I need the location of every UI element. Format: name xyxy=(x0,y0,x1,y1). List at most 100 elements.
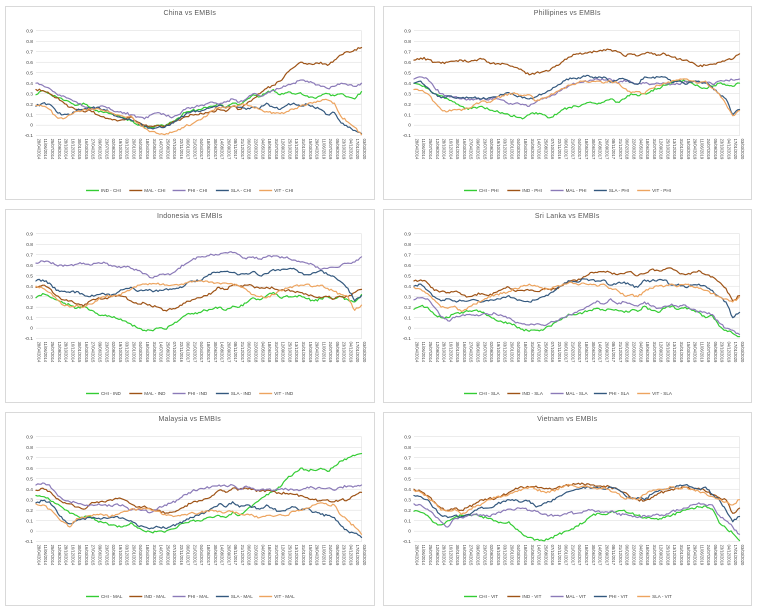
x-tick-label: 08/11/2017 xyxy=(233,545,238,566)
x-tick-label: 30/06/2017 xyxy=(213,545,218,566)
x-tick-label: 29/04/2019 xyxy=(692,139,697,160)
x-tick-label: 11/06/2019 xyxy=(699,545,704,566)
x-tick-label: 25/07/2014 xyxy=(50,545,55,566)
x-tick-label: 13/12/2018 xyxy=(672,342,677,363)
chart-title: Malaysia vs EMBIs xyxy=(158,416,222,423)
legend-item: IND - MAL xyxy=(129,594,166,599)
x-tick-label: 16/03/2015 xyxy=(461,139,466,160)
legend-item: SLA - IND xyxy=(215,391,252,396)
y-tick-label: 0.6 xyxy=(404,263,411,269)
x-tick-label: 22/03/2018 xyxy=(631,342,636,363)
x-tick-label: 07/10/2016 xyxy=(172,545,177,566)
x-tick-label: 12/09/2018 xyxy=(658,139,663,160)
x-tick-label: 04/03/2016 xyxy=(138,139,143,160)
series-line-mal-vit xyxy=(412,502,740,535)
y-tick-label: 0.6 xyxy=(26,466,33,472)
legend-item: VIT - IND xyxy=(259,391,294,396)
x-tick-label: 25/08/2016 xyxy=(165,139,170,160)
x-tick-label: 16/12/2014 xyxy=(70,342,75,363)
x-tick-label: 25/08/2016 xyxy=(165,545,170,566)
legend-item: CHI - VIT xyxy=(463,594,498,599)
x-tick-label: 18/05/2017 xyxy=(584,342,589,363)
x-tick-label: 30/06/2017 xyxy=(590,545,595,566)
series-line-phi-chi xyxy=(35,79,363,120)
x-tick-label: 14/07/2016 xyxy=(159,342,164,363)
y-axis-labels: 0.9 0.8 0.7 0.6 0.5 0.4 0.3 0.2 0.1 0 -0.1 xyxy=(25,434,34,545)
y-tick-label: 0.4 xyxy=(26,81,33,87)
legend-label: CHI - PHI xyxy=(478,188,498,193)
x-tick-label: 30/01/2015 xyxy=(77,545,82,566)
chart-vietnam-vs-embis: Vietnam vs EMBIs 0.9 0.8 0.7 0.6 0.5 0.4 0.3 0.… xyxy=(382,412,752,606)
y-tick-label: 0.7 xyxy=(404,252,411,258)
x-tick-label: 09/06/2015 xyxy=(475,342,480,363)
x-tick-label: 06/01/2017 xyxy=(563,139,568,160)
legend-label: VIT - SLA xyxy=(652,391,673,396)
x-tick-label: 06/01/2017 xyxy=(186,545,191,566)
x-tick-label: 14/07/2016 xyxy=(536,139,541,160)
x-tick-label: 09/06/2015 xyxy=(475,139,480,160)
x-tick-label: 06/02/2018 xyxy=(247,342,252,363)
x-tick-label: 18/04/2016 xyxy=(145,139,150,160)
x-tick-label: 31/01/2019 xyxy=(301,139,306,160)
line-chart: 0.9 0.8 0.7 0.6 0.5 0.4 0.3 0.2 0.1 0 -0.128/04/20… xyxy=(25,28,367,193)
y-tick-label: 0.3 xyxy=(404,91,411,97)
x-tick-label: 25/08/2016 xyxy=(165,342,170,363)
x-tick-label: 15/03/2019 xyxy=(685,545,690,566)
series-lines xyxy=(35,452,363,539)
y-tick-label: 0.4 xyxy=(404,284,411,290)
legend-item: SLA - MAL xyxy=(215,594,253,599)
x-tick-label: 18/04/2016 xyxy=(522,545,527,566)
x-tick-label: 08/11/2017 xyxy=(611,342,616,363)
x-tick-label: 04/12/2019 xyxy=(726,545,731,566)
x-tick-label: 19/10/2015 xyxy=(495,545,500,566)
legend-label: SLA - MAL xyxy=(231,594,253,599)
x-tick-label: 31/07/2018 xyxy=(274,545,279,566)
x-tick-label: 19/10/2015 xyxy=(495,139,500,160)
x-tick-label: 20/01/2016 xyxy=(131,342,136,363)
x-tick-label: 06/02/2018 xyxy=(624,342,629,363)
x-tick-label: 02/09/2015 xyxy=(111,545,116,566)
x-tick-label: 23/10/2019 xyxy=(719,342,724,363)
x-tick-label: 28/10/2014 xyxy=(441,545,446,566)
x-axis-labels: 28/04/2014 11/06/2014 25/07/2014 12/09/2014… xyxy=(36,545,367,566)
y-tick-label: 0 xyxy=(408,326,411,332)
series-line-vit-phi xyxy=(412,78,740,117)
y-tick-label: 0.1 xyxy=(404,112,411,118)
x-tick-label: 07/10/2016 xyxy=(172,139,177,160)
x-tick-label: 14/07/2016 xyxy=(159,139,164,160)
x-tick-label: 25/10/2018 xyxy=(287,139,292,160)
x-tick-label: 27/04/2015 xyxy=(91,139,96,160)
x-tick-label: 13/12/2018 xyxy=(294,139,299,160)
chart-indonesia-vs-embis: Indonesia vs EMBIs 0.9 0.8 0.7 0.6 0.5 0.4 0.3… xyxy=(5,209,375,403)
x-tick-label: 04/05/2018 xyxy=(260,139,265,160)
x-tick-label: 26/09/2017 xyxy=(604,545,609,566)
x-tick-label: 21/02/2017 xyxy=(192,139,197,160)
y-tick-label: 0 xyxy=(408,123,411,129)
x-tick-label: 24/07/2019 xyxy=(328,139,333,160)
legend-item: MAL - VIT xyxy=(550,594,586,599)
x-tick-label: 23/07/2015 xyxy=(104,342,109,363)
y-tick-label: 0.3 xyxy=(404,294,411,300)
x-axis-labels: 28/04/2014 11/06/2014 25/07/2014 12/09/2014… xyxy=(414,342,745,363)
x-tick-label: 31/07/2018 xyxy=(651,545,656,566)
x-tick-label: 07/10/2016 xyxy=(550,139,555,160)
y-tick-label: 0.5 xyxy=(404,476,411,482)
y-tick-label: 0.2 xyxy=(26,102,33,108)
x-tick-label: 18/06/2018 xyxy=(645,545,650,566)
legend-label: MAL - VIT xyxy=(565,594,586,599)
x-tick-label: 18/04/2016 xyxy=(145,545,150,566)
legend-label: IND - SLA xyxy=(522,391,544,396)
legend-label: PHI - MAL xyxy=(188,594,210,599)
x-tick-label: 25/07/2014 xyxy=(50,342,55,363)
x-tick-label: 23/07/2015 xyxy=(104,545,109,566)
chart-malaysia-vs-embis: Malaysia vs EMBIs 0.9 0.8 0.7 0.6 0.5 0.4 0.3 0… xyxy=(5,412,375,606)
x-tick-label: 25/08/2016 xyxy=(543,545,548,566)
x-tick-label: 25/07/2014 xyxy=(428,545,433,566)
series-line-ind-mal xyxy=(35,487,363,514)
series-line-chi-sla xyxy=(412,304,740,338)
y-tick-label: -0.1 xyxy=(402,133,411,139)
legend-item: CHI - SLA xyxy=(463,391,500,396)
x-tick-label: 20/01/2016 xyxy=(131,545,136,566)
x-axis-labels: 28/04/2014 11/06/2014 25/07/2014 12/09/2014… xyxy=(414,545,745,566)
